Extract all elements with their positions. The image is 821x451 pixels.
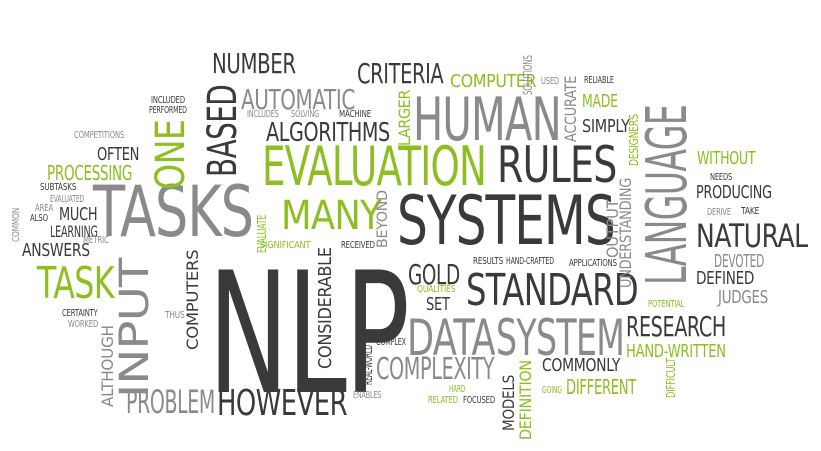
word-much: MUCH <box>59 204 98 225</box>
word-number: NUMBER <box>212 47 296 80</box>
word-language: LANGUAGE <box>635 104 700 285</box>
word-significant: SIGNIFICANT <box>260 240 311 251</box>
word-without: WITHOUT <box>697 148 756 169</box>
word-definition: DEFINITION <box>516 360 535 440</box>
word-human: HUMAN <box>413 85 562 155</box>
word-computers: COMPUTERS <box>183 249 202 350</box>
word-applications: APPLICATIONS <box>569 258 617 269</box>
word-take: TAKE <box>741 206 760 217</box>
word-producing: PRODUCING <box>696 182 772 203</box>
word-solutions: SOLUTIONS <box>521 55 535 95</box>
word-nlp: NLP <box>208 236 410 432</box>
word-often: OFTEN <box>97 144 140 165</box>
word-certainty: CERTAINTY <box>62 308 98 319</box>
word-systems: SYSTEMS <box>397 182 616 261</box>
word-made: MADE <box>582 91 618 112</box>
word-subtasks: SUBTASKS <box>40 182 77 193</box>
word-related: RELATED <box>428 395 458 406</box>
word-accurate: ACCURATE <box>561 75 580 142</box>
word-evaluated: EVALUATED <box>50 194 85 205</box>
word-answers: ANSWERS <box>22 240 90 261</box>
word-although: ALTHOUGH <box>98 325 117 407</box>
word-going: GOING <box>542 385 562 396</box>
word-needs: NEEDS <box>710 172 733 183</box>
word-considerable: CONSIDERABLE <box>315 247 336 369</box>
word-hard: HARD <box>449 384 466 395</box>
word-received: RECEIVED <box>341 240 375 251</box>
word-set: SET <box>426 294 450 315</box>
word-different: DIFFERENT <box>566 375 637 399</box>
word-real-world: REAL-WORLD <box>361 345 375 385</box>
word-solving: SOLVING <box>291 109 320 120</box>
word-one: ONE <box>148 119 194 190</box>
word-complexity: COMPLEXITY <box>376 352 495 387</box>
word-common: COMMON <box>11 207 22 242</box>
word-metric: METRIC <box>83 235 109 246</box>
word-evaluation: EVALUATION <box>262 135 487 198</box>
word-problem: PROBLEM <box>126 383 215 421</box>
word-machine: MACHINE <box>339 109 372 120</box>
word-natural: NATURAL <box>696 217 808 255</box>
word-enables: ENABLES <box>353 390 382 401</box>
word-models: MODELS <box>499 375 518 431</box>
word-judges: JUDGES <box>718 287 768 308</box>
word-learning: LEARNING <box>50 222 98 241</box>
word-worked: WORKED <box>68 319 99 330</box>
word-automatic: AUTOMATIC <box>241 83 355 116</box>
word-hand-crafted: HAND-CRAFTED <box>506 256 554 267</box>
word-included: INCLUDED <box>151 95 185 106</box>
word-area: AREA <box>35 203 54 214</box>
word-larger: LARGER <box>395 89 414 146</box>
word-complex: COMPLEX <box>376 337 406 348</box>
word-hand-written: HAND-WRITTEN <box>626 341 726 362</box>
word-data: DATA <box>407 309 496 367</box>
word-derive: DERIVE <box>707 207 731 218</box>
word-defined: DEFINED <box>696 268 755 289</box>
word-commonly: COMMONLY <box>542 355 621 376</box>
word-input: INPUT <box>112 258 158 398</box>
word-task: TASK <box>37 258 115 309</box>
word-gold: GOLD <box>408 258 460 291</box>
word-research: RESEARCH <box>626 310 726 343</box>
word-results: RESULTS <box>473 256 504 267</box>
word-competitions: COMPETITIONS <box>74 130 125 141</box>
word-rules: RULES <box>497 136 617 194</box>
word-output: OUTPUT <box>603 199 622 258</box>
word-tasks: TASKS <box>93 171 254 253</box>
word-based: BASED <box>200 84 246 177</box>
word-also: ALSO <box>30 213 48 224</box>
word-criteria: CRITERIA <box>357 57 444 90</box>
word-devoted: DEVOTED <box>714 251 765 272</box>
word-qualities: QUALITIES <box>417 284 456 295</box>
word-potential: POTENTIAL <box>648 299 685 310</box>
word-however: HOWEVER <box>217 383 348 424</box>
word-computer: COMPUTER <box>450 71 537 92</box>
word-processing: PROCESSING <box>47 161 133 185</box>
word-system: SYSTEM <box>496 309 625 367</box>
word-focused: FOCUSED <box>463 395 495 406</box>
word-thus: THUS <box>165 310 185 321</box>
word-includes: INCLUDES <box>247 109 279 120</box>
word-standard: STANDARD <box>466 265 639 316</box>
word-used: USED <box>541 76 559 87</box>
word-many: MANY <box>281 193 382 239</box>
word-designers: DESIGNERS <box>627 114 641 166</box>
word-simply: SIMPLY <box>582 116 630 137</box>
word-difficult: DIFFICULT <box>664 358 678 398</box>
word-performed: PERFORMED <box>149 105 187 116</box>
word-reliable: RELIABLE <box>584 75 614 86</box>
word-algorithms: ALGORITHMS <box>266 118 390 148</box>
word-beyond: BEYOND <box>375 190 391 248</box>
